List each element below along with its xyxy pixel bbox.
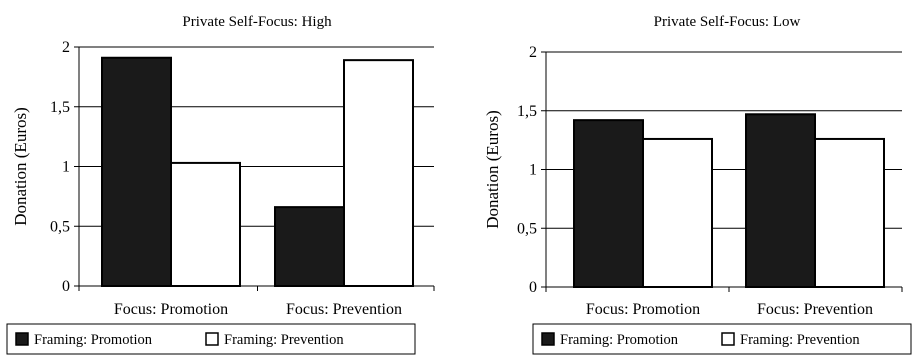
legend-label: Framing: Prevention	[740, 332, 860, 348]
legend-label: Framing: Promotion	[560, 332, 679, 348]
y-tick-label: 0	[62, 278, 70, 295]
y-tick-label: 1	[62, 159, 70, 176]
legend: Framing: Promotion Framing: Prevention	[6, 323, 416, 355]
chart-title: Private Self-Focus: High	[182, 14, 332, 30]
legend-swatch	[721, 332, 735, 346]
y-axis-label: Donation (Euros)	[483, 110, 502, 229]
legend: Framing: Promotion Framing: Prevention	[532, 323, 912, 355]
x-category-label: Focus: Promotion	[586, 301, 700, 318]
legend-swatch	[205, 332, 219, 346]
legend-label: Framing: Promotion	[34, 332, 153, 348]
y-tick-label: 1,5	[50, 99, 70, 116]
y-tick-label: 1	[529, 162, 537, 179]
bar-framing-promotion	[745, 113, 816, 289]
y-tick-label: 1,5	[517, 103, 537, 120]
bar-framing-prevention	[170, 161, 241, 287]
y-tick-label: 0,5	[50, 218, 70, 235]
x-category-label: Focus: Promotion	[114, 301, 228, 318]
bar-framing-promotion	[274, 206, 345, 288]
y-axis-label: Donation (Euros)	[11, 107, 30, 226]
x-category-label: Focus: Prevention	[757, 301, 873, 318]
legend-swatch	[541, 332, 555, 346]
y-tick-label: 2	[62, 39, 70, 56]
bar-framing-promotion	[573, 119, 644, 289]
bar-framing-prevention	[343, 59, 414, 287]
y-tick-label: 0	[529, 279, 537, 296]
chart-panel-1: Private Self-Focus: High 0 0,5 1 1,5 2 Donatio…	[6, 14, 435, 355]
y-tick-label: 2	[529, 44, 537, 61]
bar-framing-prevention	[814, 137, 885, 288]
x-category-label: Focus: Prevention	[286, 301, 402, 318]
legend-swatch	[15, 332, 29, 346]
chart-panel-2: Private Self-Focus: Low 0 0,5 1 1,5 2 Donation…	[483, 14, 912, 355]
y-tick-label: 0,5	[517, 220, 537, 237]
legend-label: Framing: Prevention	[224, 332, 344, 348]
bar-framing-promotion	[101, 56, 172, 287]
bar-framing-prevention	[642, 137, 713, 288]
chart-title: Private Self-Focus: Low	[654, 14, 801, 30]
